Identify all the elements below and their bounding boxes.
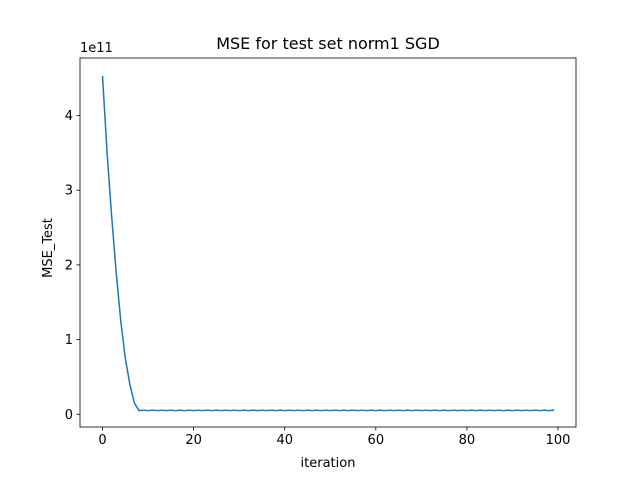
x-tick-label-0: 0 <box>98 433 106 448</box>
series-line-0 <box>101 75 555 412</box>
y-tick-label-2: 2 <box>65 258 73 273</box>
x-tick-label-60: 60 <box>368 433 385 448</box>
axes-frame <box>79 57 577 428</box>
x-tick-label-20: 20 <box>185 433 202 448</box>
y-tick-label-3: 3 <box>65 184 73 199</box>
x-tick-label-80: 80 <box>459 433 476 448</box>
x-tick-label-100: 100 <box>546 433 571 448</box>
y-offset-label: 1e11 <box>80 41 113 56</box>
x-tick-label-40: 40 <box>276 433 293 448</box>
y-axis-label: MSE_Test <box>41 218 56 278</box>
plot-area: 0 20 40 60 80 100 0 1 2 3 4 <box>65 57 577 448</box>
chart-title: MSE for test set norm1 SGD <box>216 34 440 53</box>
y-tick-label-4: 4 <box>65 109 73 124</box>
y-tick-label-0: 0 <box>65 408 73 423</box>
y-tick-label-1: 1 <box>65 333 73 348</box>
x-axis-label: iteration <box>301 456 356 471</box>
